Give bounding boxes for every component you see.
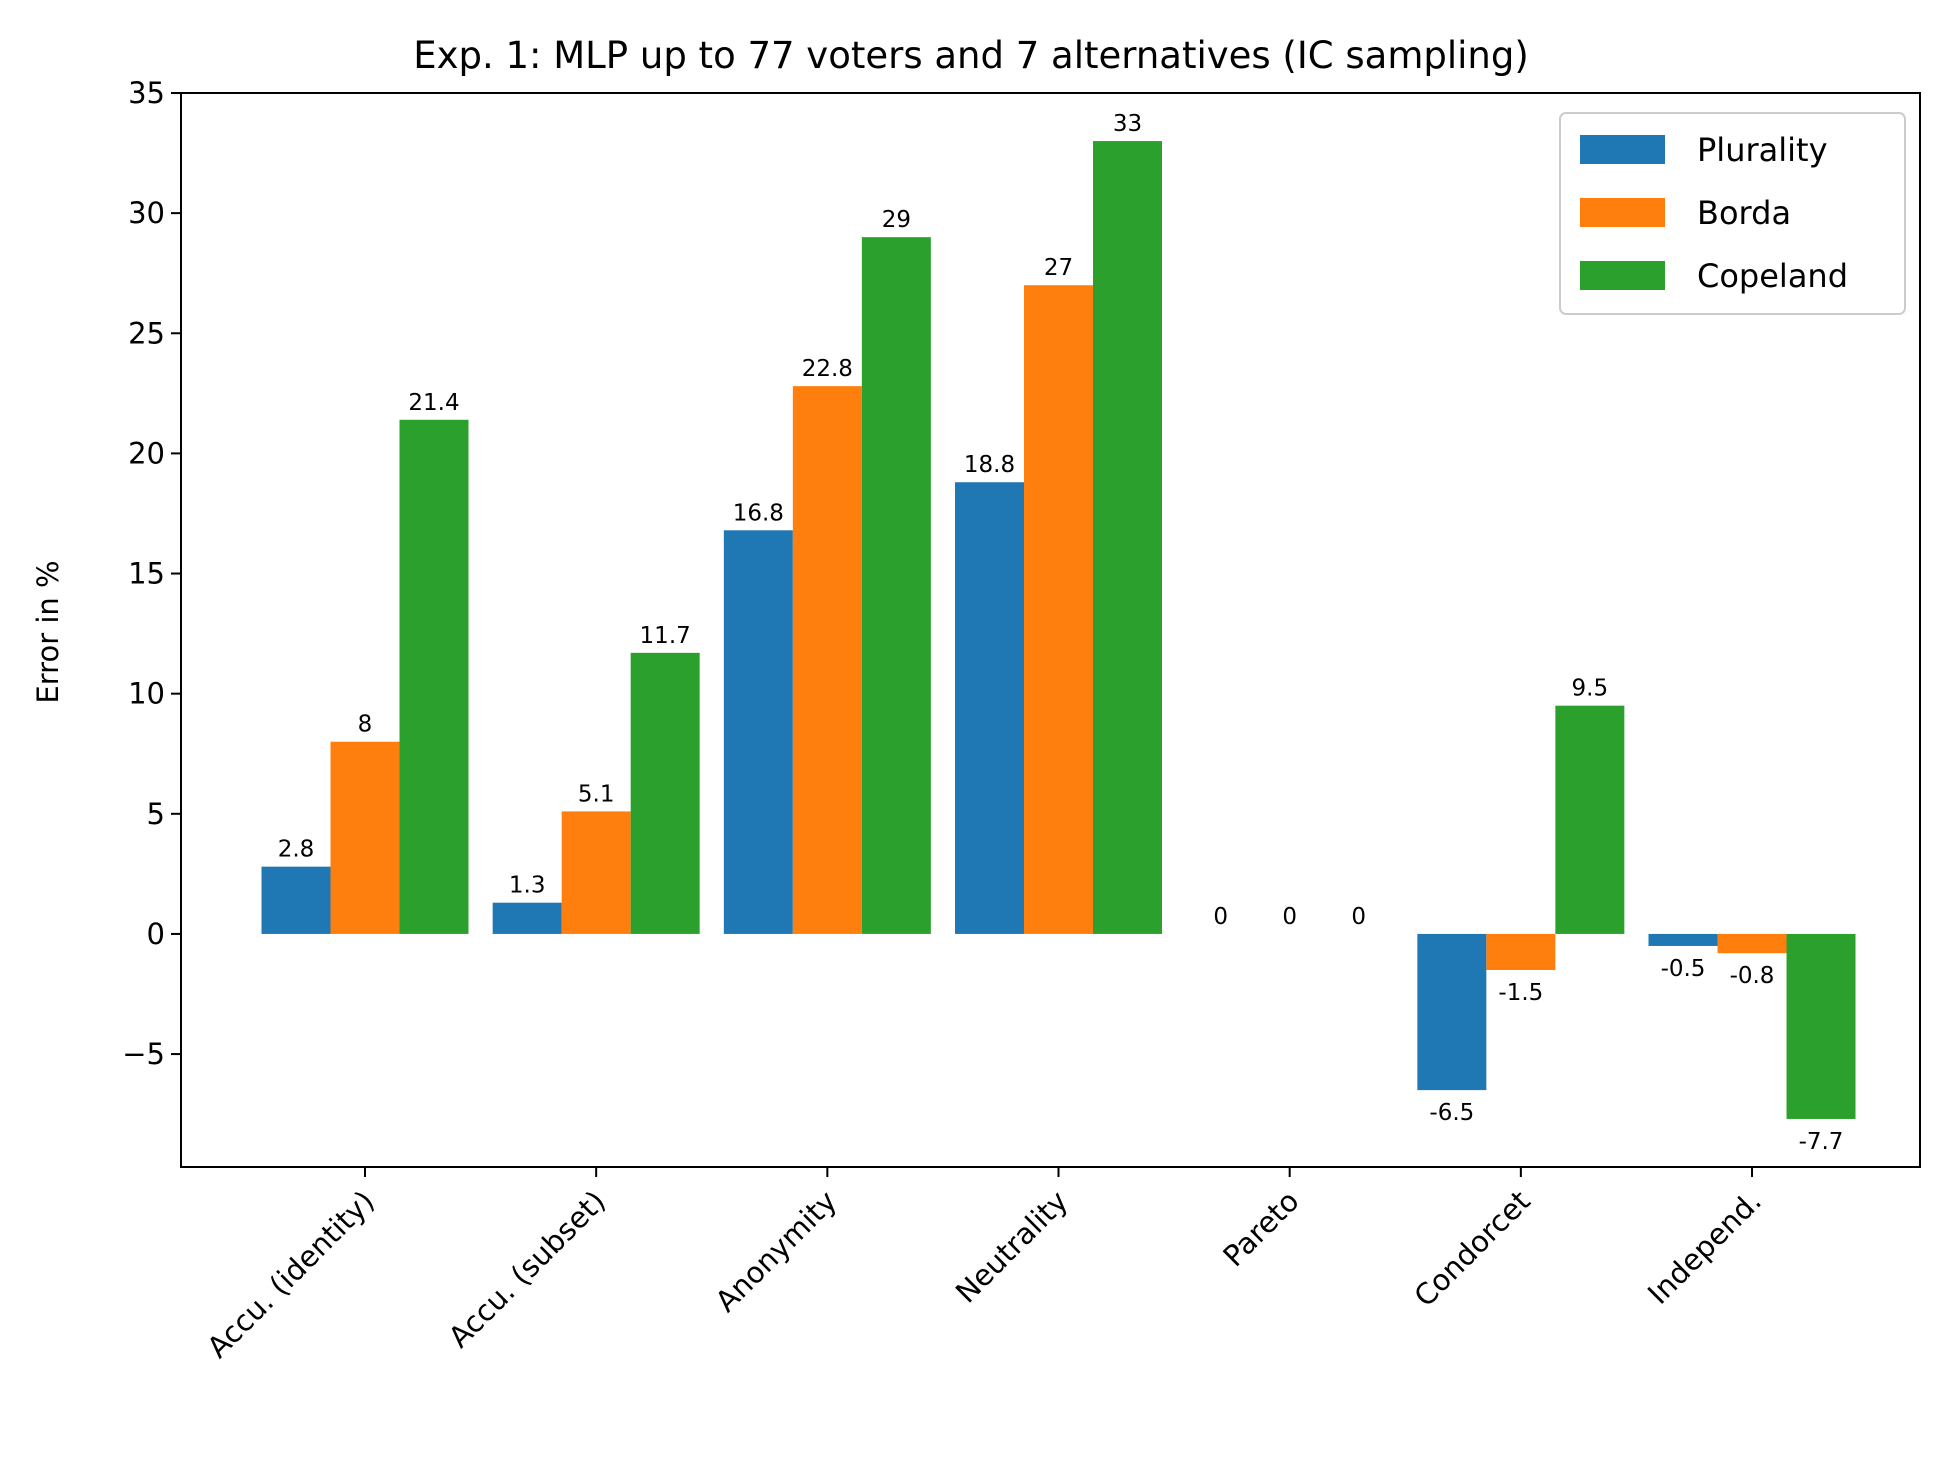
bar-copeland-3 — [1093, 141, 1163, 934]
value-label-borda-0: 8 — [358, 712, 373, 738]
y-tick-label: 15 — [128, 557, 165, 591]
legend-label-borda: Borda — [1697, 194, 1791, 232]
value-label-plurality-2: 16.8 — [733, 500, 784, 526]
value-label-plurality-3: 18.8 — [964, 452, 1015, 478]
y-axis-label: Error in % — [31, 560, 65, 703]
value-label-copeland-2: 29 — [882, 207, 911, 233]
bar-borda-1 — [561, 811, 631, 934]
bar-plurality-2 — [723, 530, 793, 934]
value-label-plurality-1: 1.3 — [509, 873, 546, 899]
value-labels-group: 2.8 1.3 16.8 18.8 0 -6.5 -0.5 8 5.1 22.8 27 0 -1.5 -0… — [278, 111, 1844, 1155]
bar-copeland-6 — [1786, 933, 1856, 1119]
bar-borda-6 — [1717, 933, 1787, 954]
x-tick-label: Independ. — [1641, 1184, 1768, 1311]
value-label-borda-6: -0.8 — [1730, 963, 1775, 989]
x-tick-label: Neutrality — [949, 1184, 1075, 1310]
value-label-borda-2: 22.8 — [802, 356, 853, 382]
bar-copeland-1 — [630, 652, 700, 934]
value-label-plurality-4: 0 — [1213, 904, 1228, 930]
y-tick-label: 20 — [128, 436, 165, 470]
bar-plurality-0 — [261, 866, 331, 934]
legend-label-copeland: Copeland — [1697, 257, 1848, 295]
bar-copeland-5 — [1555, 705, 1625, 934]
value-label-copeland-5: 9.5 — [1572, 676, 1609, 702]
y-tick-label: 35 — [128, 76, 165, 110]
x-tick-label: Condorcet — [1407, 1184, 1536, 1313]
bar-plurality-1 — [492, 902, 562, 934]
y-tick-label: 5 — [147, 797, 165, 831]
value-label-borda-3: 27 — [1044, 255, 1073, 281]
bar-borda-0 — [330, 741, 400, 934]
chart-title: Exp. 1: MLP up to 77 voters and 7 altern… — [413, 34, 1529, 77]
value-label-plurality-5: -6.5 — [1429, 1100, 1474, 1126]
legend: Plurality Borda Copeland — [1559, 112, 1906, 315]
legend-swatch-borda — [1580, 198, 1665, 227]
y-tick-label: −5 — [122, 1037, 165, 1071]
y-axis: −5 0 5 10 15 20 25 30 35 — [122, 76, 181, 1071]
x-tick-label: Accu. (identity) — [200, 1184, 381, 1365]
legend-swatch-copeland — [1580, 261, 1665, 290]
bar-borda-3 — [1024, 285, 1094, 934]
bar-borda-5 — [1486, 933, 1556, 970]
x-tick-label: Anonymity — [709, 1184, 844, 1319]
value-label-copeland-0: 21.4 — [408, 390, 459, 416]
value-label-borda-5: -1.5 — [1498, 980, 1543, 1006]
bar-copeland-0 — [399, 419, 469, 934]
bar-copeland-2 — [861, 237, 931, 934]
value-label-copeland-3: 33 — [1113, 111, 1142, 137]
value-label-plurality-6: -0.5 — [1661, 956, 1706, 982]
value-label-plurality-0: 2.8 — [278, 837, 315, 863]
x-axis: Accu. (identity) Accu. (subset) Anonymity N… — [200, 1167, 1768, 1364]
value-label-borda-4: 0 — [1282, 904, 1297, 930]
y-tick-label: 0 — [147, 917, 165, 951]
value-label-copeland-4: 0 — [1351, 904, 1366, 930]
y-tick-label: 25 — [128, 316, 165, 350]
bar-plurality-5 — [1417, 933, 1487, 1091]
plot-frame — [180, 92, 1921, 1168]
legend-swatch-plurality — [1580, 135, 1665, 164]
x-tick-label: Accu. (subset) — [442, 1184, 612, 1354]
y-tick-label: 30 — [128, 196, 165, 230]
value-label-borda-1: 5.1 — [578, 781, 615, 807]
bar-borda-2 — [792, 386, 862, 934]
bar-plurality-6 — [1648, 933, 1718, 946]
x-tick-label: Pareto — [1216, 1184, 1305, 1273]
bar-plurality-3 — [955, 482, 1025, 934]
bars-group — [261, 141, 1856, 1119]
value-label-copeland-6: -7.7 — [1799, 1129, 1844, 1155]
legend-label-plurality: Plurality — [1697, 131, 1828, 169]
value-label-copeland-1: 11.7 — [640, 623, 691, 649]
y-tick-label: 10 — [128, 677, 165, 711]
